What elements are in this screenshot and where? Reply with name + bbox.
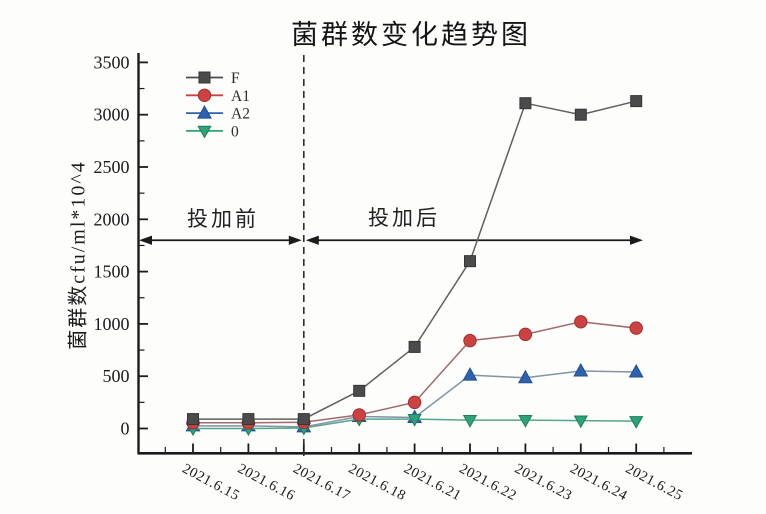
legend-triangle-down-icon [197,125,212,139]
legend-label: 0 [231,123,239,140]
series-F-marker [242,413,255,426]
arrowhead-right-icon [288,235,302,245]
chart-title: 菌群数变化趋势图 [291,20,531,50]
x-tick-label: 2021.6.24 [567,461,630,505]
series-F-marker [519,97,532,110]
series-F [187,95,643,426]
y-tick-label: 1500 [94,262,130,282]
series-A1-marker [629,321,643,335]
series-0-marker [407,413,422,427]
arrowhead-right-icon [630,235,643,245]
series-0 [185,413,644,437]
series-F-marker [353,384,366,397]
series-F-marker [408,340,421,353]
series-A2-marker [462,367,478,381]
series-F-marker [630,95,643,108]
y-tick-label: 0 [121,419,130,439]
series-F-marker [574,108,587,121]
series-0-marker [462,415,478,428]
series-A1-marker [518,327,533,342]
series-F-marker [187,413,199,426]
x-tick-label: 2021.6.16 [235,461,298,504]
arrowhead-left-icon [139,235,152,245]
series-A1-marker [574,315,588,329]
x-tick-label: 2021.6.22 [457,461,520,504]
x-tick-label: 2021.6.17 [290,461,353,504]
y-tick-label: 3500 [94,52,130,72]
arrowhead-left-icon [305,235,319,245]
legend-item-F: F [186,70,240,87]
legend-item-A1: A1 [186,88,250,105]
series-A2-marker [517,369,533,384]
series-0-marker [629,416,644,429]
legend-label: A1 [231,88,250,105]
legend-label: F [231,70,240,87]
y-tick-label: 3000 [94,105,130,125]
series-A1-marker [352,408,366,422]
y-tick-label: 2500 [94,157,130,177]
legend-item-0: 0 [186,123,239,140]
series-A2-marker [628,363,644,378]
annotation-before-dosing: 投加前 [187,207,259,231]
series-A1 [186,315,643,430]
x-tick-label: 2021.6.18 [346,461,409,504]
x-tick-label: 2021.6.23 [512,461,575,504]
x-tick-label: 2021.6.25 [623,461,686,504]
y-tick-label: 500 [103,366,130,386]
legend-triangle-up-icon [197,105,212,119]
x-tick-label: 2021.6.21 [401,461,464,504]
series-F-marker [464,255,476,268]
series-A2-marker [573,362,589,377]
series-0-marker [518,415,533,428]
x-tick-label: 2021.6.15 [180,461,243,504]
legend-circle-icon [197,88,212,103]
annotation-after-dosing: 投加后 [368,206,440,230]
series-0-marker [573,415,588,429]
legend-label: A2 [231,106,250,123]
series-F-line [193,100,637,420]
y-tick-label: 2000 [94,209,130,229]
series-A1-marker [463,333,477,348]
series-F-marker [297,413,310,426]
series-A1-marker [407,395,422,410]
y-tick-label: 1000 [94,314,130,334]
legend-item-A2: A2 [186,105,250,123]
legend-square-icon [198,71,211,84]
